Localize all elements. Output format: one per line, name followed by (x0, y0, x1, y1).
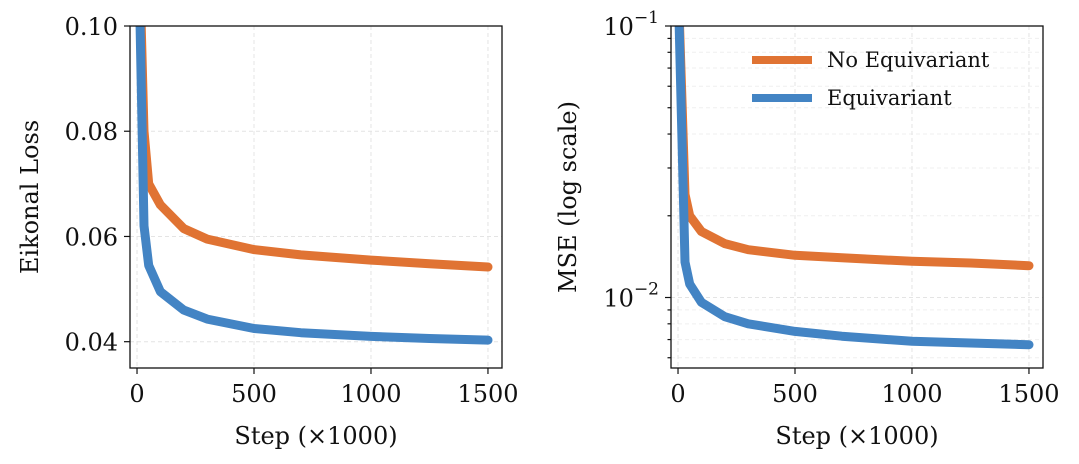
series-line-equivariant (674, 26, 1034, 350)
axes-frame (670, 25, 1044, 369)
y-tick-label: 0.10 (65, 13, 118, 41)
y-tick-label: 0.04 (65, 329, 118, 357)
legend-label: Equivariant (827, 86, 952, 110)
y-tick-label: 10−2 (603, 280, 659, 313)
x-axis-label: Step (×1000) (775, 422, 938, 450)
x-tick-label: 1500 (998, 380, 1059, 408)
axes-frame (129, 25, 503, 369)
x-tick-label: 1000 (881, 380, 942, 408)
y-axis-label: Eikonal Loss (16, 120, 44, 274)
mse-log-chart: 0 500 1000 1500 10−2 10−1 Step (×1000) MSE (log… (554, 8, 1060, 450)
x-tick-label: 0 (129, 380, 144, 408)
eikonal-loss-chart: 0 500 1000 1500 0.04 0.06 0.08 0.10 Step (×1000)… (16, 13, 519, 450)
y-tick-label: 10−1 (603, 8, 659, 41)
y-tick-label: 0.08 (65, 118, 118, 146)
legend-label: No Equivariant (827, 48, 990, 72)
x-tick-label: 0 (670, 380, 685, 408)
legend: No Equivariant Equivariant (752, 48, 990, 110)
x-tick-label: 500 (231, 380, 277, 408)
x-tick-label: 500 (772, 380, 818, 408)
series-line-no-equivariant (675, 26, 1034, 271)
y-axis-label: MSE (log scale) (554, 101, 582, 293)
x-tick-label: 1500 (457, 380, 518, 408)
y-tick-label: 0.06 (65, 223, 118, 251)
grid (130, 25, 502, 368)
x-axis-label: Step (×1000) (234, 422, 397, 450)
series-line-no-equivariant (136, 26, 493, 272)
x-tick-label: 1000 (340, 380, 401, 408)
series-line-equivariant (135, 26, 493, 345)
